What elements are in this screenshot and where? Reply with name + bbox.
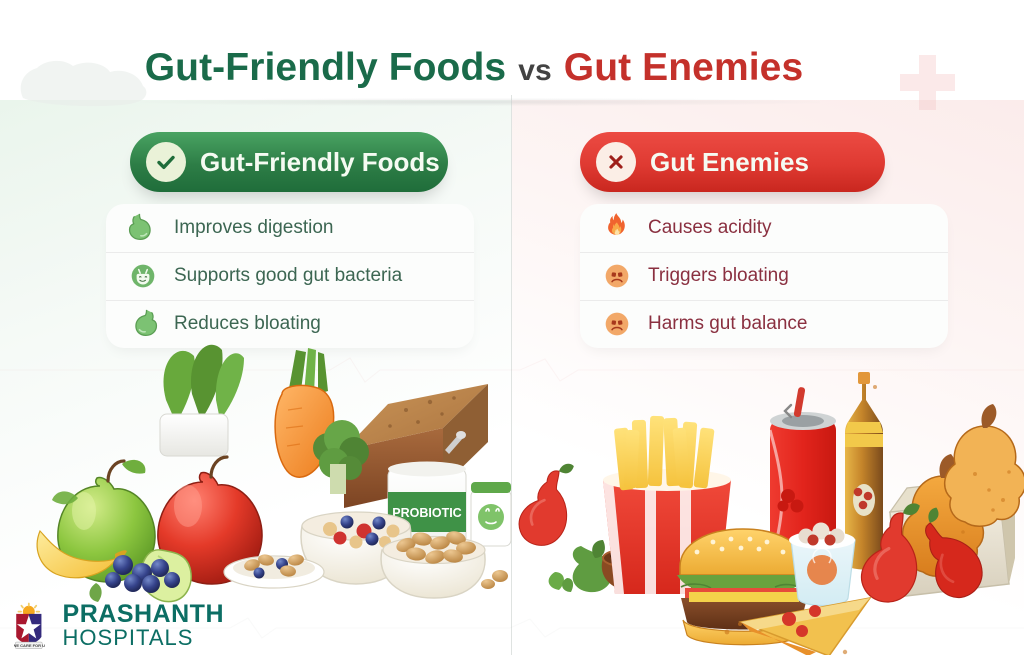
svg-text:WE CARE FOR U: WE CARE FOR U <box>14 643 45 648</box>
svg-text:PROBIOTIC: PROBIOTIC <box>392 506 461 520</box>
